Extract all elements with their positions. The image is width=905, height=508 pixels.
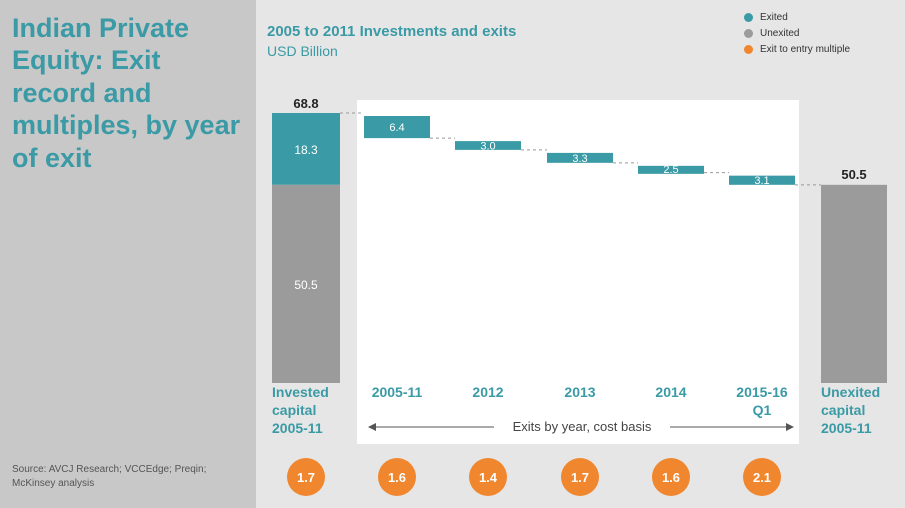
- category-label-exit-3-line-0: 2014: [655, 384, 686, 400]
- multiple-label-invested: 1.7: [297, 470, 315, 485]
- bar-exit-3: [638, 165, 704, 174]
- category-label-unexited-line-1: capital: [821, 402, 865, 418]
- category-label-exit-4-line-0: 2015-16: [736, 384, 788, 400]
- category-label-invested-line-1: capital: [272, 402, 316, 418]
- legend-swatch-unexited: [744, 28, 753, 38]
- category-label-unexited-line-0: Unexited: [821, 384, 880, 400]
- multiple-badge-exit-4: [743, 458, 781, 496]
- legend-item-multiple: Exit to entry multiple: [744, 41, 850, 57]
- legend-label-multiple: Exit to entry multiple: [760, 43, 851, 55]
- source-note: Source: AVCJ Research; VCCEdge; Preqin; …: [12, 464, 207, 489]
- multiple-badge-invested: [287, 458, 325, 496]
- bar-exit-4: [729, 175, 795, 185]
- label-exit-value-1: 3.0: [480, 141, 495, 153]
- label-invested-total: 68.8: [293, 96, 318, 111]
- page-title: Indian Private Equity: Exit record and m…: [12, 13, 241, 173]
- category-label-unexited-line-2: 2005-11: [821, 420, 872, 436]
- label-exit-value-0: 6.4: [389, 122, 404, 134]
- label-invested-unexited: 50.5: [294, 278, 318, 292]
- legend-label-exited: Exited: [760, 11, 788, 23]
- multiple-label-exit-2: 1.7: [571, 470, 589, 485]
- category-label-exit-1-line-0: 2012: [472, 384, 503, 400]
- bar-invested-exited: [272, 113, 340, 185]
- range-label: Exits by year, cost basis: [513, 419, 652, 434]
- legend-swatch-exited: [744, 12, 753, 22]
- label-exit-value-3: 2.5: [663, 164, 678, 176]
- multiple-label-exit-1: 1.4: [479, 470, 498, 485]
- label-exit-value-2: 3.3: [572, 153, 587, 165]
- bar-exit-0: [364, 116, 430, 139]
- category-label-invested-line-0: Invested: [272, 384, 329, 400]
- multiple-badge-exit-0: [378, 458, 416, 496]
- bar-unexited: [821, 184, 887, 383]
- label-invested-exited: 18.3: [294, 143, 318, 157]
- multiple-label-exit-3: 1.6: [662, 470, 680, 485]
- bar-invested-unexited: [272, 184, 340, 383]
- bar-exit-1: [455, 141, 521, 150]
- multiple-badge-exit-1: [469, 458, 507, 496]
- multiple-badge-exit-3: [652, 458, 690, 496]
- category-label-exit-4-line-1: Q1: [753, 402, 772, 418]
- legend-label-unexited: Unexited: [760, 27, 800, 39]
- label-exit-value-4: 3.1: [754, 175, 769, 187]
- category-label-exit-2-line-0: 2013: [564, 384, 595, 400]
- bar-exit-2: [547, 152, 613, 163]
- category-label-invested-line-2: 2005-11: [272, 420, 323, 436]
- range-arrowhead-left: [368, 423, 376, 431]
- chart-subtitle: USD Billion: [267, 43, 338, 59]
- multiple-label-exit-0: 1.6: [388, 470, 406, 485]
- legend: Exited Unexited Exit to entry multiple: [744, 9, 850, 57]
- left-panel: Indian Private Equity: Exit record and m…: [0, 0, 256, 508]
- chart-title: 2005 to 2011 Investments and exits: [267, 23, 517, 40]
- category-label-exit-0-line-0: 2005-11: [372, 384, 423, 400]
- multiple-badge-exit-2: [561, 458, 599, 496]
- multiple-label-exit-4: 2.1: [753, 470, 771, 485]
- legend-item-unexited: Unexited: [744, 25, 850, 41]
- legend-item-exited: Exited: [744, 9, 850, 25]
- label-unexited-value: 50.5: [841, 167, 866, 182]
- legend-swatch-multiple: [744, 44, 753, 54]
- range-arrowhead-right: [786, 423, 794, 431]
